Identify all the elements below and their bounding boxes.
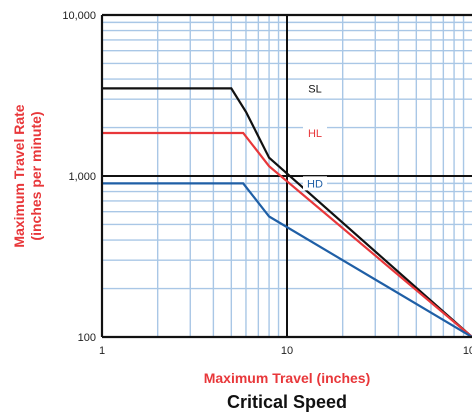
x-tick-label: 10	[281, 345, 293, 357]
y-axis-title-line1: Maximum Travel Rate	[11, 104, 27, 247]
series-line-hl	[102, 131, 472, 337]
series-label-bg	[303, 176, 327, 191]
grid	[102, 15, 472, 337]
series-label-bg	[303, 81, 327, 96]
series-labels: SL HL HD	[303, 81, 327, 191]
series-layer	[102, 87, 472, 337]
x-tick-label: 100	[463, 345, 472, 357]
y-axis-title-line2: (inches per minute)	[28, 111, 44, 240]
series-label-bg	[303, 125, 327, 140]
series-line-hd	[102, 182, 472, 337]
tick-labels: 1 10 100 100 1,000 10,000	[62, 10, 472, 357]
chart-title: Critical Speed	[227, 392, 347, 412]
x-tick-label: 1	[99, 345, 105, 357]
y-tick-label: 10,000	[62, 10, 96, 22]
y-tick-label: 1,000	[68, 171, 96, 183]
series-label-sl: SL	[308, 83, 321, 95]
series-label-hl: HL	[308, 128, 322, 140]
y-axis-title: Maximum Travel Rate (inches per minute)	[11, 104, 44, 247]
y-tick-label: 100	[78, 332, 96, 344]
series-label-hd: HD	[307, 178, 323, 190]
x-axis-title: Maximum Travel (inches)	[204, 370, 371, 386]
series-line-sl	[102, 87, 472, 337]
plot-frame	[100, 13, 472, 339]
